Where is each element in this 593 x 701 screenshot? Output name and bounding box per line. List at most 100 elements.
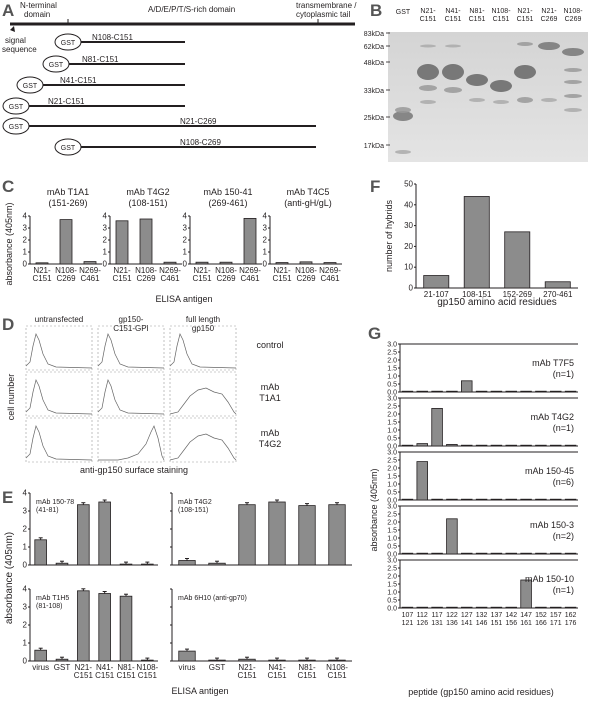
row-label: mAb [261, 428, 280, 438]
y-axis-label: cell number [6, 374, 16, 421]
y-tick-label: 2 [23, 621, 28, 630]
chart-bar [243, 217, 257, 265]
x-tick-label: 147 [520, 612, 532, 619]
gel-band [564, 80, 582, 84]
chart-bar [431, 390, 443, 393]
x-tick-label: 142 [505, 612, 517, 619]
y-tick-label: 20 [404, 242, 413, 251]
gel-band [564, 68, 582, 72]
y-tick-label: 0.0 [387, 498, 397, 505]
subplot-title: mAb 150-45 [525, 466, 574, 476]
gel-lane-label: GST [396, 9, 411, 16]
y-tick-label: 0 [263, 260, 268, 269]
x-tick-label: N21- [113, 266, 131, 275]
y-tick-label: 1.5 [387, 474, 397, 481]
chart-bar [431, 606, 443, 609]
x-tick-label: C151 [237, 671, 257, 680]
x-tick-label: N269- [319, 266, 341, 275]
y-tick-label: 0 [409, 284, 414, 293]
signal-label-2: sequence [2, 45, 37, 54]
chart-bar [490, 498, 503, 501]
chart-bar [490, 390, 503, 393]
column-label: gp150 [192, 324, 215, 333]
x-tick-label: N108- [136, 663, 158, 672]
y-tick-label: 1.0 [387, 590, 397, 597]
subplot-title: (n=2) [553, 531, 574, 541]
x-tick-label: C461 [240, 274, 260, 283]
y-tick-label: 4 [183, 212, 188, 221]
histogram-trace [97, 378, 165, 415]
y-tick-label: 30 [404, 221, 413, 230]
signal-label-1: signal [5, 36, 26, 45]
gel-lane-label: C269 [565, 16, 582, 23]
y-tick-label: 1.0 [387, 536, 397, 543]
y-axis-label: absorbance (405nm) [4, 202, 14, 285]
y-tick-label: 2.5 [387, 458, 397, 465]
gel-band [442, 64, 464, 80]
x-tick-label: 161 [520, 620, 532, 627]
subplot-title: (41-81) [36, 507, 59, 514]
y-tick-label: 1 [23, 248, 28, 257]
histogram-trace [97, 332, 165, 369]
x-tick-label: C151 [272, 274, 292, 283]
column-label: full length [186, 315, 220, 324]
x-axis-label: ELISA antigen [171, 686, 228, 696]
y-tick-label: 1 [263, 248, 268, 257]
subplot-title: (n=1) [553, 585, 574, 595]
y-tick-label: 2 [183, 236, 188, 245]
x-tick-label: 270-461 [543, 290, 573, 299]
y-tick-label: 1 [23, 543, 28, 552]
x-tick-label: C269 [56, 274, 76, 283]
x-tick-label: N21- [33, 266, 51, 275]
x-tick-label: 136 [446, 620, 458, 627]
chart-bar [461, 380, 473, 393]
chart-bar [550, 390, 562, 393]
row-label: mAb [261, 382, 280, 392]
x-tick-label: 141 [461, 620, 473, 627]
subplot-title: mAb 150-10 [525, 574, 574, 584]
chart-bar [416, 552, 428, 555]
chart-bar [505, 444, 517, 447]
subplot-title: mAb T4G2 [126, 187, 169, 197]
x-tick-label: GST [209, 663, 226, 672]
panel-label-d: D [2, 315, 14, 334]
x-axis-label: peptide (gp150 amino acid residues) [408, 687, 554, 697]
gel-band [541, 98, 557, 102]
chart-bar [446, 518, 458, 555]
chart-bar [401, 390, 414, 393]
histogram-frame [97, 417, 165, 463]
y-tick-label: 1.0 [387, 482, 397, 489]
chart-bar [323, 262, 337, 265]
chart-bar [238, 504, 256, 566]
gel-lane-label: C151 [420, 16, 437, 23]
subplot-title: mAb T4C5 [287, 187, 330, 197]
x-axis-label: ELISA antigen [155, 294, 212, 304]
gst-tag-label: GST [9, 124, 24, 131]
gel-band [445, 44, 461, 48]
y-tick-label: 1.0 [387, 428, 397, 435]
x-tick-label: 122 [446, 612, 458, 619]
histogram-frame [25, 325, 93, 371]
chart-bar [564, 606, 577, 609]
chart-bar [195, 261, 209, 265]
gel-lane-label: N21- [420, 8, 436, 15]
chart-bar [446, 498, 458, 501]
subplot-title: (n=6) [553, 477, 574, 487]
subplot-title: mAb T4G2 [178, 499, 212, 506]
chart-bar [59, 219, 73, 265]
gst-tag [16, 76, 44, 94]
row-label: T1A1 [259, 393, 281, 403]
y-tick-label: 2 [103, 236, 108, 245]
y-tick-label: 1 [183, 248, 188, 257]
panel-label-g: G [368, 324, 381, 343]
histogram-frame [25, 371, 93, 417]
rich-domain-label: A/D/E/P/T/S-rich domain [148, 5, 235, 14]
x-tick-label: 126 [416, 620, 428, 627]
x-tick-label: 108-151 [462, 290, 492, 299]
y-tick-label: 0 [183, 260, 188, 269]
gel-marker-label: 33kDa [364, 88, 384, 95]
gel-band [517, 42, 533, 46]
gel-lane-label: N108- [563, 8, 583, 15]
x-tick-label: C151 [32, 274, 52, 283]
